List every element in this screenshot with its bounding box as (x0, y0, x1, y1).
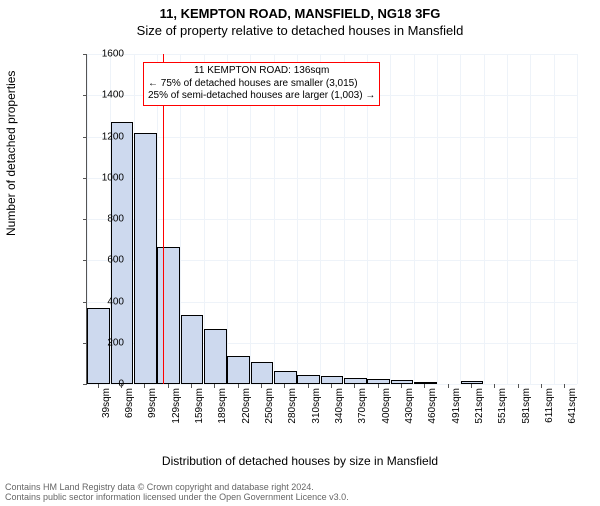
footer-attribution: Contains HM Land Registry data © Crown c… (0, 482, 600, 502)
xtick-mark (191, 384, 192, 388)
histogram-bar (181, 315, 204, 384)
histogram-bar (227, 356, 250, 384)
gridline-v (460, 54, 461, 384)
annotation-line: 25% of semi-detached houses are larger (… (148, 90, 375, 103)
annotation-box: 11 KEMPTON ROAD: 136sqm← 75% of detached… (143, 62, 380, 106)
xtick-label: 340sqm (334, 388, 345, 424)
gridline-v (530, 54, 531, 384)
ytick-label: 1000 (92, 172, 124, 183)
gridline-v (554, 54, 555, 384)
ytick-label: 1200 (92, 131, 124, 142)
xtick-label: 491sqm (451, 388, 462, 424)
plot-region: 11 KEMPTON ROAD: 136sqm← 75% of detached… (86, 54, 577, 385)
histogram-bar (251, 362, 274, 384)
footer-line-1: Contains HM Land Registry data © Crown c… (5, 482, 595, 492)
xtick-label: 400sqm (381, 388, 392, 424)
xtick-label: 551sqm (497, 388, 508, 424)
histogram-bar (157, 247, 180, 384)
ytick-label: 1600 (92, 49, 124, 60)
gridline-v (414, 54, 415, 384)
xtick-label: 69sqm (124, 388, 135, 418)
page-title-1: 11, KEMPTON ROAD, MANSFIELD, NG18 3FG (0, 6, 600, 21)
xtick-label: 280sqm (287, 388, 298, 424)
gridline-v (507, 54, 508, 384)
xtick-mark (494, 384, 495, 388)
gridline-v (390, 54, 391, 384)
xtick-mark (471, 384, 472, 388)
xtick-mark (448, 384, 449, 388)
gridline-v (437, 54, 438, 384)
xtick-mark (424, 384, 425, 388)
xtick-mark (238, 384, 239, 388)
xtick-mark (214, 384, 215, 388)
ytick-mark (83, 384, 87, 385)
page-title-2: Size of property relative to detached ho… (0, 23, 600, 38)
xtick-mark (354, 384, 355, 388)
xtick-label: 220sqm (241, 388, 252, 424)
xtick-label: 129sqm (171, 388, 182, 424)
xtick-mark (98, 384, 99, 388)
xtick-label: 39sqm (101, 388, 112, 418)
chart-area: 11 KEMPTON ROAD: 136sqm← 75% of detached… (50, 54, 580, 434)
gridline-v (484, 54, 485, 384)
annotation-line: 11 KEMPTON ROAD: 136sqm (148, 65, 375, 78)
gridline-h (87, 384, 577, 385)
xtick-label: 250sqm (264, 388, 275, 424)
footer-line-2: Contains public sector information licen… (5, 492, 595, 502)
xtick-mark (121, 384, 122, 388)
xtick-mark (401, 384, 402, 388)
xtick-mark (308, 384, 309, 388)
ytick-label: 800 (92, 214, 124, 225)
xtick-label: 99sqm (147, 388, 158, 418)
xtick-mark (331, 384, 332, 388)
xtick-label: 159sqm (194, 388, 205, 424)
histogram-bar (134, 133, 157, 384)
y-axis-label: Number of detached properties (4, 71, 18, 236)
histogram-bar (321, 376, 344, 384)
xtick-mark (564, 384, 565, 388)
xtick-label: 460sqm (427, 388, 438, 424)
x-axis-label: Distribution of detached houses by size … (0, 454, 600, 468)
ytick-label: 200 (92, 337, 124, 348)
xtick-mark (261, 384, 262, 388)
ytick-label: 1400 (92, 90, 124, 101)
ytick-label: 600 (92, 255, 124, 266)
gridline-h (87, 178, 577, 179)
ytick-label: 400 (92, 296, 124, 307)
xtick-label: 581sqm (521, 388, 532, 424)
xtick-label: 189sqm (217, 388, 228, 424)
histogram-bar (297, 375, 320, 384)
xtick-label: 611sqm (544, 388, 555, 423)
xtick-mark (541, 384, 542, 388)
xtick-label: 521sqm (474, 388, 485, 424)
xtick-label: 430sqm (404, 388, 415, 424)
gridline-h (87, 54, 577, 55)
gridline-v (577, 54, 578, 384)
xtick-label: 641sqm (567, 388, 578, 424)
xtick-label: 370sqm (357, 388, 368, 424)
xtick-mark (284, 384, 285, 388)
xtick-mark (518, 384, 519, 388)
histogram-bar (274, 371, 297, 384)
xtick-mark (168, 384, 169, 388)
xtick-label: 310sqm (311, 388, 322, 424)
annotation-line: ← 75% of detached houses are smaller (3,… (148, 78, 375, 91)
xtick-mark (144, 384, 145, 388)
gridline-h (87, 219, 577, 220)
histogram-bar (204, 329, 227, 384)
gridline-h (87, 137, 577, 138)
xtick-mark (378, 384, 379, 388)
